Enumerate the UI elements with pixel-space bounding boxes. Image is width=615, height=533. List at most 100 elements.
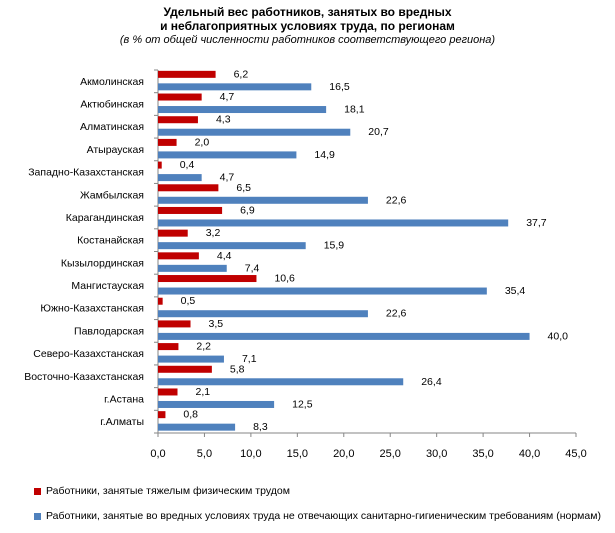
data-label-heavy-labor: 0,8 [183,409,198,421]
data-label-harmful-conditions: 16,5 [329,81,350,93]
category-label: Костанайская [77,235,144,247]
category-label: Южно-Казахстанская [40,303,144,315]
bar-harmful-conditions [158,151,297,159]
data-label-heavy-labor: 3,5 [209,318,224,330]
bar-harmful-conditions [158,400,275,408]
bar-harmful-conditions [158,310,368,318]
data-label-heavy-labor: 3,2 [206,227,221,239]
legend-item-harmful-conditions: Работники, занятые во вредных условиях т… [34,510,601,522]
data-label-harmful-conditions: 18,1 [344,104,365,116]
data-label-heavy-labor: 2,0 [195,136,210,148]
bar-harmful-conditions [158,128,351,136]
category-label: Алматинская [80,121,144,133]
category-label: г.Астана [104,393,144,405]
category-label: Жамбылская [80,189,144,201]
bar-harmful-conditions [158,355,224,363]
bar-heavy-labor [158,388,178,396]
x-tick-label: 15,0 [287,448,308,460]
legend-swatch-harmful-conditions [34,512,41,520]
category-label: Карагандинская [66,212,144,224]
bar-harmful-conditions [158,332,530,340]
data-label-heavy-labor: 6,2 [234,68,249,80]
x-tick-label: 30,0 [426,448,447,460]
data-label-heavy-labor: 2,1 [196,386,211,398]
bar-harmful-conditions [158,174,202,182]
data-label-harmful-conditions: 22,6 [386,308,407,320]
category-label: Павлодарская [74,325,144,337]
bar-harmful-conditions [158,196,368,204]
x-tick-label: 5,0 [197,448,212,460]
bar-heavy-labor [158,411,166,419]
x-tick-label: 40,0 [519,448,540,460]
bar-harmful-conditions [158,423,236,431]
bar-heavy-labor [158,161,162,169]
legend-item-heavy-labor: Работники, занятые тяжелым физическим тр… [34,485,290,497]
x-tick-label: 35,0 [472,448,493,460]
category-label: Северо-Казахстанская [33,348,144,360]
data-label-harmful-conditions: 37,7 [526,217,547,229]
x-tick-label: 45,0 [565,448,586,460]
bar-heavy-labor [158,229,188,237]
bar-heavy-labor [158,206,223,214]
bar-harmful-conditions [158,378,404,386]
x-tick-label: 0,0 [150,448,165,460]
category-label: Западно-Казахстанская [28,167,144,179]
data-label-heavy-labor: 5,8 [230,363,245,375]
data-label-heavy-labor: 6,9 [240,204,255,216]
bar-heavy-labor [158,70,216,78]
data-label-heavy-labor: 4,7 [220,91,235,103]
data-label-harmful-conditions: 8,3 [253,421,268,433]
bar-heavy-labor [158,365,212,373]
bar-heavy-labor [158,275,257,283]
chart-title-line1: Удельный вес работников, занятых во вред… [163,5,452,19]
category-label: Восточно-Казахстанская [24,371,144,383]
data-label-harmful-conditions: 4,7 [220,172,235,184]
category-label: Мангистауская [71,280,144,292]
data-label-heavy-labor: 0,5 [181,295,196,307]
data-label-harmful-conditions: 26,4 [421,376,442,388]
legend-swatch-heavy-labor [34,487,41,495]
data-label-heavy-labor: 2,2 [196,341,211,353]
bar-harmful-conditions [158,242,306,250]
bar-harmful-conditions [158,264,227,272]
data-label-harmful-conditions: 12,5 [292,398,313,410]
bar-heavy-labor [158,297,163,305]
x-tick-label: 10,0 [240,448,261,460]
category-label: Актюбинская [80,99,144,111]
data-label-heavy-labor: 4,3 [216,114,231,126]
chart-subtitle: (в % от общей численности работников соо… [119,34,496,46]
category-label: г.Алматы [100,416,144,428]
data-label-harmful-conditions: 20,7 [368,126,389,138]
data-label-heavy-labor: 6,5 [236,182,251,194]
bar-heavy-labor [158,184,219,192]
x-tick-label: 20,0 [333,448,354,460]
bar-heavy-labor [158,138,177,146]
data-label-heavy-labor: 10,6 [274,273,295,285]
bar-harmful-conditions [158,106,327,114]
bar-heavy-labor [158,116,198,124]
data-label-harmful-conditions: 7,4 [245,262,260,274]
chart-title-line2: и неблагоприятных условиях труда, по рег… [160,19,455,33]
legend-label-harmful-conditions: Работники, занятые во вредных условиях т… [46,510,601,522]
data-label-harmful-conditions: 35,4 [505,285,526,297]
bar-heavy-labor [158,320,191,328]
data-label-harmful-conditions: 22,6 [386,194,407,206]
category-label: Атырауская [87,144,144,156]
bar-harmful-conditions [158,83,312,91]
data-label-harmful-conditions: 7,1 [242,353,257,365]
bar-heavy-labor [158,93,202,101]
category-label: Акмолинская [80,76,144,88]
data-label-harmful-conditions: 14,9 [314,149,335,161]
data-label-harmful-conditions: 15,9 [324,240,345,252]
bar-heavy-labor [158,252,199,260]
data-label-heavy-labor: 4,4 [217,250,232,262]
bar-harmful-conditions [158,287,487,295]
data-label-heavy-labor: 0,4 [180,159,195,171]
category-label: Кызылординская [61,257,144,269]
bar-harmful-conditions [158,219,509,227]
x-tick-label: 25,0 [380,448,401,460]
data-label-harmful-conditions: 40,0 [548,330,569,342]
legend-label-heavy-labor: Работники, занятые тяжелым физическим тр… [46,485,290,497]
